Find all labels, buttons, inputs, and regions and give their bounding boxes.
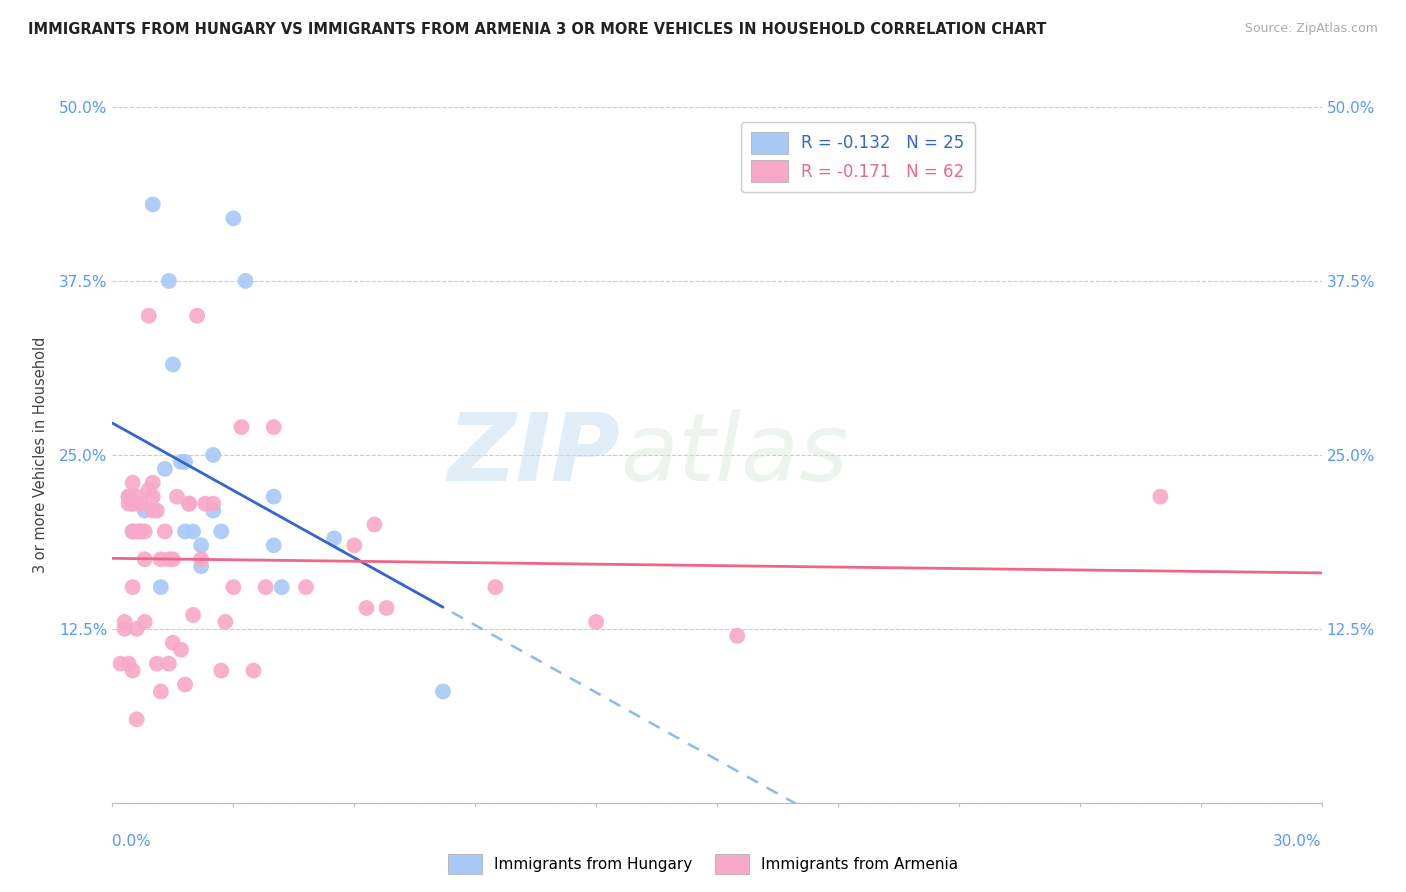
Point	[222, 211, 245, 226]
Point	[214, 615, 236, 629]
Point	[121, 524, 143, 539]
Point	[190, 559, 212, 574]
Point	[162, 358, 184, 372]
Point	[134, 552, 156, 566]
Point	[153, 462, 176, 476]
Point	[121, 664, 143, 678]
Point	[134, 615, 156, 629]
Legend: Immigrants from Hungary, Immigrants from Armenia: Immigrants from Hungary, Immigrants from…	[441, 848, 965, 880]
Point	[166, 490, 188, 504]
Point	[295, 580, 318, 594]
Point	[114, 622, 136, 636]
Text: 30.0%: 30.0%	[1274, 834, 1322, 849]
Point	[484, 580, 506, 594]
Point	[202, 497, 225, 511]
Point	[142, 197, 165, 211]
Point	[177, 497, 200, 511]
Point	[134, 503, 156, 517]
Point	[134, 524, 156, 539]
Text: ZIP: ZIP	[447, 409, 620, 501]
Point	[125, 524, 148, 539]
Point	[157, 657, 180, 671]
Point	[209, 524, 232, 539]
Point	[254, 580, 277, 594]
Point	[190, 538, 212, 552]
Point	[432, 684, 454, 698]
Point	[149, 552, 172, 566]
Point	[157, 274, 180, 288]
Text: Source: ZipAtlas.com: Source: ZipAtlas.com	[1244, 22, 1378, 36]
Point	[194, 497, 217, 511]
Point	[117, 490, 139, 504]
Legend: R = -0.132   N = 25, R = -0.171   N = 62: R = -0.132 N = 25, R = -0.171 N = 62	[741, 122, 974, 192]
Point	[125, 497, 148, 511]
Point	[263, 538, 285, 552]
Text: 0.0%: 0.0%	[112, 834, 152, 849]
Point	[138, 309, 160, 323]
Point	[142, 490, 165, 504]
Point	[170, 455, 193, 469]
Point	[170, 642, 193, 657]
Point	[146, 657, 169, 671]
Point	[242, 664, 264, 678]
Point	[375, 601, 398, 615]
Point	[121, 524, 143, 539]
Point	[263, 420, 285, 434]
Point	[129, 497, 152, 511]
Point	[231, 420, 253, 434]
Point	[142, 475, 165, 490]
Point	[181, 524, 204, 539]
Point	[162, 552, 184, 566]
Point	[585, 615, 607, 629]
Point	[117, 497, 139, 511]
Text: IMMIGRANTS FROM HUNGARY VS IMMIGRANTS FROM ARMENIA 3 OR MORE VEHICLES IN HOUSEHO: IMMIGRANTS FROM HUNGARY VS IMMIGRANTS FR…	[28, 22, 1046, 37]
Point	[121, 497, 143, 511]
Point	[121, 475, 143, 490]
Point	[138, 483, 160, 497]
Point	[121, 497, 143, 511]
Point	[162, 636, 184, 650]
Point	[186, 309, 208, 323]
Point	[121, 580, 143, 594]
Point	[235, 274, 257, 288]
Point	[174, 455, 197, 469]
Point	[202, 503, 225, 517]
Point	[125, 712, 148, 726]
Point	[190, 552, 212, 566]
Y-axis label: 3 or more Vehicles in Household: 3 or more Vehicles in Household	[32, 337, 48, 573]
Point	[129, 524, 152, 539]
Point	[725, 629, 748, 643]
Point	[149, 684, 172, 698]
Point	[323, 532, 346, 546]
Point	[125, 490, 148, 504]
Text: atlas: atlas	[620, 409, 849, 500]
Point	[177, 497, 200, 511]
Point	[110, 657, 132, 671]
Point	[181, 607, 204, 622]
Point	[117, 657, 139, 671]
Point	[114, 615, 136, 629]
Point	[157, 552, 180, 566]
Point	[146, 503, 169, 517]
Point	[117, 490, 139, 504]
Point	[174, 677, 197, 691]
Point	[149, 580, 172, 594]
Point	[142, 503, 165, 517]
Point	[270, 580, 292, 594]
Point	[174, 524, 197, 539]
Point	[343, 538, 366, 552]
Point	[125, 622, 148, 636]
Point	[1149, 490, 1171, 504]
Point	[356, 601, 378, 615]
Point	[153, 524, 176, 539]
Point	[363, 517, 385, 532]
Point	[129, 524, 152, 539]
Point	[263, 490, 285, 504]
Point	[209, 664, 232, 678]
Point	[222, 580, 245, 594]
Point	[202, 448, 225, 462]
